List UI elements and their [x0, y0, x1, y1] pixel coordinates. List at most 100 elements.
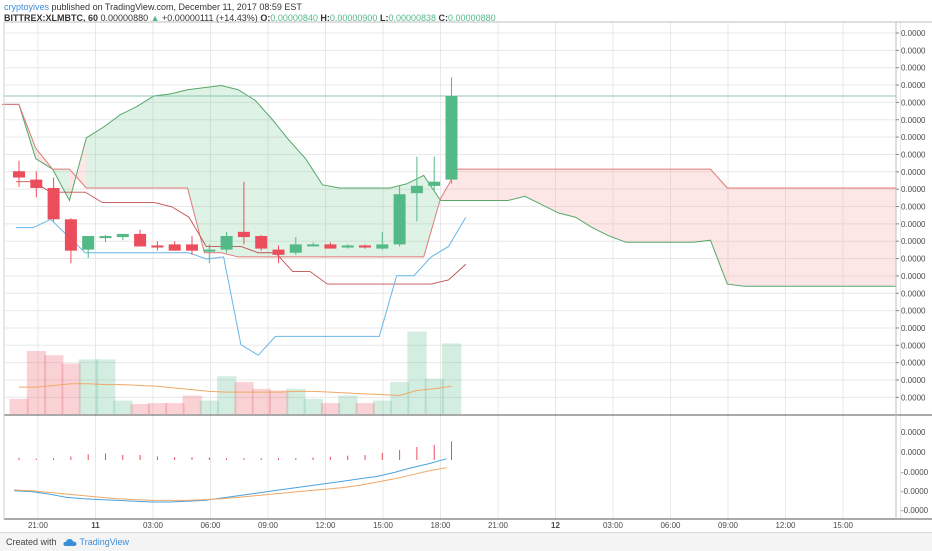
volume-bar	[147, 403, 168, 414]
price-axis-label: 0.0000	[901, 116, 926, 125]
volume-ma-line	[19, 383, 452, 397]
price-change: +0.00000111 (+14.43%)	[162, 13, 258, 23]
cloud-segment	[170, 89, 188, 188]
candle-body	[359, 245, 371, 248]
cloud-segment	[305, 158, 323, 257]
high-value: 0.00000900	[329, 13, 378, 23]
cloud-segment	[676, 169, 694, 243]
volume-bar	[234, 382, 254, 414]
price-axis-label: 0.0000	[901, 81, 926, 90]
cloud-segment	[541, 169, 559, 214]
price-axis-label: 0.0000	[901, 203, 926, 212]
candle-body	[168, 244, 181, 251]
volume-bar	[442, 343, 462, 414]
volume-bar	[338, 395, 358, 414]
publish-info: published on TradingView.com, December 1…	[51, 2, 302, 12]
cloud-segment	[356, 187, 374, 257]
open-label: O:	[260, 13, 271, 23]
price-axis-label: 0.0000	[901, 237, 926, 246]
candlesticks	[13, 77, 458, 264]
cloud-segment	[373, 187, 390, 257]
volume-bar	[9, 398, 29, 414]
candle-body	[220, 236, 233, 250]
time-axis-label: 09:00	[258, 521, 279, 530]
oscillator-axis-label: -0.0000	[901, 506, 929, 515]
cloud-segment	[508, 169, 525, 201]
chart-canvas[interactable]: 0.0000 0.0000 0.0000 0.0000 0.0000 0.0000 0.00…	[0, 0, 932, 532]
candle-body	[13, 171, 25, 178]
price-axis-label: 0.0000	[901, 168, 926, 177]
price-axis-label: 0.0000	[901, 307, 926, 316]
cloud-segment	[626, 169, 643, 243]
price-axis-label: 0.0000	[901, 98, 926, 107]
cloud-segment	[524, 169, 542, 205]
volume-bar	[96, 359, 116, 414]
cloud-segment	[322, 184, 340, 257]
time-axis-label: 12:00	[315, 521, 336, 530]
volume-bar	[182, 395, 202, 414]
cloud-segment	[879, 187, 896, 287]
price-axis-label: 0.0000	[901, 341, 926, 350]
candle-body	[237, 231, 250, 238]
volume-bar	[61, 363, 81, 414]
candle-body	[445, 96, 458, 180]
cloud-segment	[693, 169, 711, 243]
low-label: L:	[379, 13, 389, 23]
volume-bar	[165, 403, 185, 414]
cloud-segment	[86, 127, 104, 188]
macd-line	[13, 458, 447, 503]
volume-bar	[251, 388, 271, 414]
oscillator-axis[interactable]: 0.0000 0.0000 -0.0000 -0.0000 -0.0000	[901, 428, 929, 515]
lagging-span-line	[16, 181, 467, 285]
volume-bar	[199, 400, 220, 414]
footer-bar: Created with TradingView	[0, 532, 932, 551]
cloud-segment	[727, 187, 745, 287]
pane-frame	[3, 21, 932, 520]
cloud-segment	[592, 169, 610, 237]
price-axis[interactable]: 0.0000 0.0000 0.0000 0.0000 0.0000 0.0000 0.00…	[896, 29, 926, 402]
price-axis-label: 0.0000	[901, 150, 926, 159]
ohlc-line: BITTREX:XLMBTC, 60 0.00000880 ▲ +0.00000…	[4, 13, 496, 24]
cloud-segment	[642, 169, 660, 243]
price-axis-label: 0.0000	[901, 324, 926, 333]
author-link[interactable]: cryptoyives	[4, 2, 50, 12]
volume-bar	[286, 388, 306, 414]
candle-body	[341, 245, 354, 248]
time-axis-label: 12	[551, 521, 560, 530]
price-axis-label: 0.0000	[901, 393, 926, 402]
cloud-segment	[406, 175, 424, 257]
volume-bar	[113, 400, 133, 414]
time-axis-label: 03:00	[603, 521, 624, 530]
publish-line: cryptoyives published on TradingView.com…	[4, 2, 496, 13]
cloud-segment	[136, 96, 154, 188]
created-with-label: Created with	[6, 537, 57, 547]
cloud-segment	[744, 187, 762, 287]
cloud-segment	[794, 187, 812, 287]
time-axis[interactable]: 21:00 11 03:00 06:00 09:00 12:00 15:00 18:00 21:…	[28, 521, 854, 530]
high-label: H:	[320, 13, 330, 23]
cloud-segment	[710, 169, 728, 285]
candle-body	[64, 219, 77, 251]
candle-body	[410, 185, 423, 194]
time-axis-label: 18:00	[430, 521, 451, 530]
volume-bar	[26, 351, 47, 414]
candle-body	[134, 233, 147, 247]
price-axis-label: 0.0000	[901, 359, 926, 368]
cloud-span-a-line	[2, 85, 896, 287]
volume-bar	[372, 400, 393, 414]
tradingview-brand[interactable]: TradingView	[79, 537, 130, 547]
volume-bar	[424, 378, 444, 414]
volume-bar	[355, 403, 375, 414]
cloud-segment	[103, 114, 121, 188]
oscillator-axis-label: 0.0000	[901, 428, 926, 437]
cloud-segment	[255, 100, 272, 257]
time-axis-label: 03:00	[143, 521, 164, 530]
candle-body	[393, 194, 406, 245]
cloud-segment	[457, 169, 475, 201]
cloud-segment	[153, 93, 171, 188]
candle-body	[82, 236, 95, 250]
time-axis-label: 15:00	[833, 521, 854, 530]
time-axis-label: 06:00	[660, 521, 681, 530]
candle-body	[30, 179, 43, 188]
cloud-segment	[609, 169, 627, 243]
